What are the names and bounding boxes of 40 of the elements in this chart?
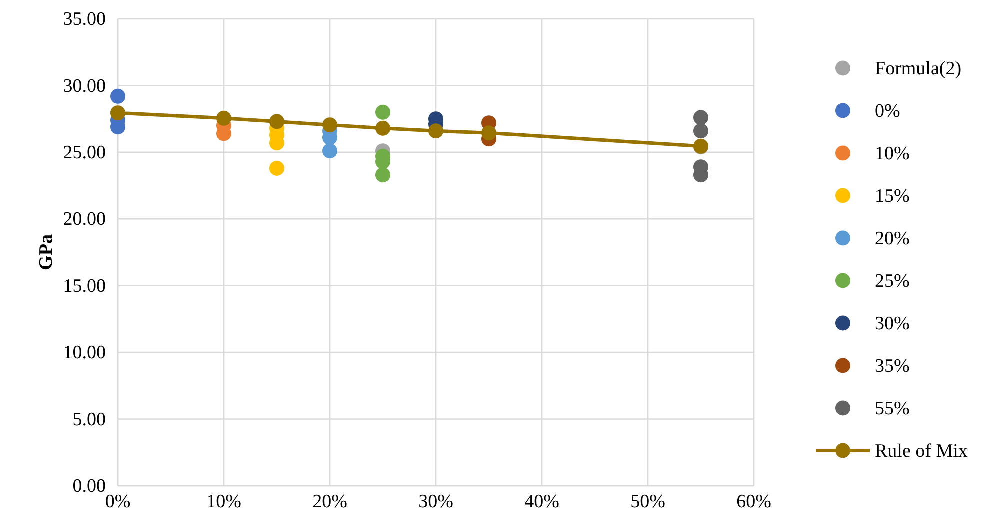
legend-label: 30% [875, 313, 910, 334]
legend-label: Rule of Mix [875, 440, 968, 462]
point [110, 106, 126, 121]
legend-label: 10% [875, 143, 910, 164]
x-tick-label: 40% [524, 491, 560, 512]
y-axis-title: GPa [36, 234, 57, 270]
point [322, 144, 338, 159]
point [376, 120, 390, 136]
y-tick-label: 30.00 [63, 76, 106, 97]
point [322, 118, 338, 133]
x-tick-label: 60% [736, 491, 772, 512]
legend-label: 25% [875, 270, 910, 292]
y-tick-label: 15.00 [63, 276, 106, 297]
y-tick-label: 10.00 [63, 342, 106, 364]
point [216, 110, 232, 126]
point [694, 110, 708, 126]
y-tick-label: 0.00 [72, 476, 106, 498]
point [482, 126, 496, 141]
point [376, 104, 390, 120]
point [694, 124, 708, 139]
point [376, 168, 390, 183]
x-tick-label: 30% [418, 491, 454, 512]
legend-label: 0% [875, 100, 900, 122]
point [270, 114, 284, 130]
legend-label: 55% [875, 398, 910, 420]
y-tick-label: 25.00 [63, 142, 106, 164]
x-tick-label: 10% [206, 491, 242, 512]
point [110, 88, 126, 104]
x-tick-label: 0% [105, 491, 131, 512]
legend-label: 15% [875, 186, 910, 207]
x-tick-label: 20% [312, 491, 348, 512]
point [270, 160, 284, 176]
y-tick-label: 5.00 [72, 409, 106, 430]
x-tick-label: 50% [630, 491, 666, 512]
legend-label: 20% [875, 228, 910, 250]
point [428, 124, 444, 139]
y-tick-label: 20.00 [63, 209, 106, 230]
y-tick-label: 35.00 [63, 9, 106, 30]
legend-label: Formula(2) [875, 58, 962, 80]
legend-label: 35% [875, 356, 910, 377]
